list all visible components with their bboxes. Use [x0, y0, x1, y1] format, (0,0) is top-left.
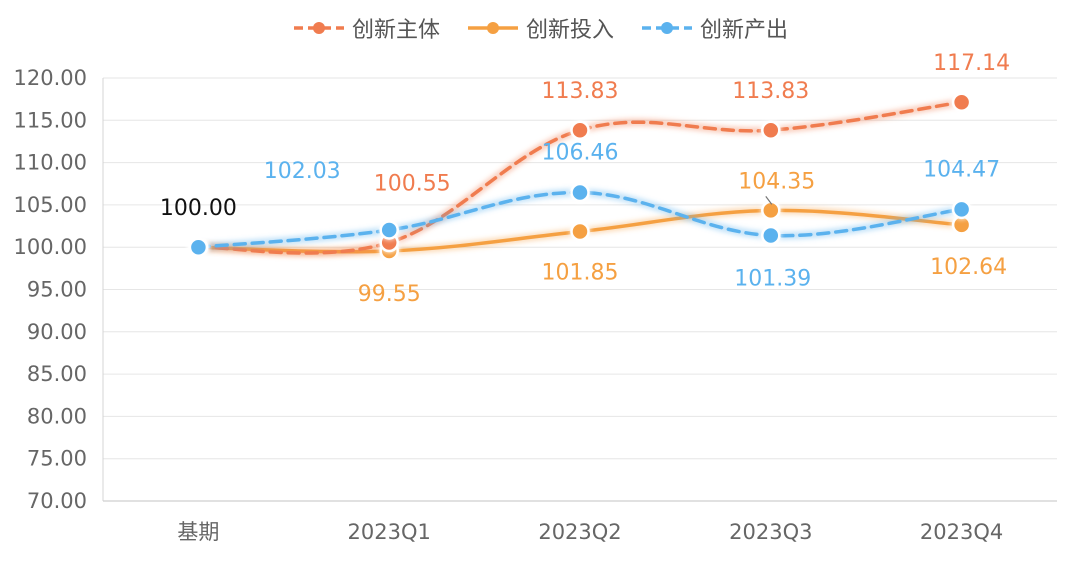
series-2-points	[188, 182, 972, 258]
y-tick-label: 110.00	[14, 151, 87, 175]
legend-item-series-0[interactable]: 创新主体	[292, 12, 440, 44]
data-point[interactable]	[951, 92, 972, 112]
data-label: 113.83	[542, 79, 619, 104]
data-label: 102.03	[264, 159, 341, 184]
data-point[interactable]	[570, 120, 590, 140]
y-tick-label: 120.00	[14, 66, 87, 90]
y-tick-label: 80.00	[27, 404, 87, 428]
data-label: 99.55	[358, 282, 421, 307]
x-tick-label: 2023Q4	[920, 520, 1003, 544]
data-point[interactable]	[188, 237, 209, 257]
y-tick-label: 90.00	[27, 320, 87, 344]
legend-label-series-0: 创新主体	[351, 18, 440, 43]
x-tick-label: 2023Q3	[729, 520, 812, 544]
y-tick-label: 95.00	[27, 278, 87, 302]
x-tick-label: 2023Q1	[348, 520, 431, 544]
legend-label-series-2: 创新产出	[700, 18, 789, 43]
grid	[103, 77, 1057, 460]
data-point[interactable]	[570, 221, 590, 242]
data-label: 113.83	[732, 79, 809, 104]
data-label: 101.39	[734, 266, 811, 291]
series-layer	[188, 92, 972, 262]
legend-item-series-2[interactable]: 创新产出	[640, 12, 788, 44]
x-tick-label: 基期	[177, 520, 219, 544]
data-point[interactable]	[379, 220, 399, 240]
y-tick-label: 115.00	[14, 108, 87, 132]
data-label: 104.35	[738, 169, 815, 194]
data-label: 117.14	[933, 51, 1010, 76]
axes: 70.00 75.00 80.00 85.00 90.00 95.00 100.00 105.…	[14, 66, 1057, 544]
data-point[interactable]	[761, 120, 781, 140]
data-point[interactable]	[761, 200, 781, 221]
data-label: 102.64	[930, 255, 1007, 280]
x-tick-label: 2023Q2	[538, 520, 621, 544]
legend-marker-series-1	[467, 22, 518, 34]
data-label: 101.85	[542, 261, 619, 286]
data-label: 100.00	[160, 196, 237, 221]
legend-label-series-1: 创新投入	[525, 18, 614, 43]
legend: 创新主体 创新投入 创新产出	[0, 12, 1080, 44]
legend-marker-series-2	[642, 22, 692, 34]
data-label: 106.46	[542, 141, 619, 166]
y-tick-label: 70.00	[27, 489, 87, 513]
data-point[interactable]	[570, 182, 590, 203]
y-tick-label: 105.00	[14, 193, 87, 217]
y-tick-label: 85.00	[27, 362, 87, 386]
y-tick-label: 75.00	[27, 447, 87, 471]
data-label: 104.47	[923, 157, 1000, 182]
data-point[interactable]	[761, 225, 781, 246]
y-tick-label: 100.00	[14, 235, 87, 259]
legend-item-series-1[interactable]: 创新投入	[466, 12, 614, 44]
legend-marker-series-0	[293, 22, 344, 34]
data-labels: 100.00 100.55 113.83 113.83 117.14 99.55 101.8…	[160, 51, 1010, 307]
data-point[interactable]	[951, 199, 972, 220]
label-leader-line	[765, 196, 773, 205]
data-label: 100.55	[374, 172, 451, 197]
